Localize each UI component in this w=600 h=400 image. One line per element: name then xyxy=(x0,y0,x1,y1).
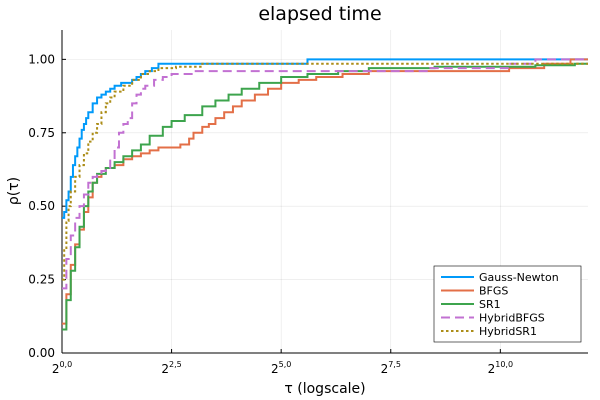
x-tick-label: 27,5 xyxy=(381,360,401,376)
series-line-gauss-newton xyxy=(62,58,588,219)
series-line-hybridsr1 xyxy=(62,62,588,281)
series-line-hybridbfgs xyxy=(62,58,588,290)
x-tick-label: 22,5 xyxy=(161,360,181,376)
y-tick-label: 0.25 xyxy=(28,273,55,287)
legend-label: BFGS xyxy=(479,285,508,298)
x-tick-exponent: 7,5 xyxy=(388,360,401,369)
axis-ticks: 20,0 22,5 25,0 27,5 210,00.000.250.500.751.0… xyxy=(28,52,513,376)
x-tick-base: 2 xyxy=(381,362,389,376)
x-tick-base: 2 xyxy=(52,362,60,376)
x-tick-exponent: 10,0 xyxy=(495,360,513,369)
x-tick-label: 210,0 xyxy=(488,360,513,376)
x-tick-base: 2 xyxy=(488,362,496,376)
y-axis-label: ρ(τ) xyxy=(6,177,22,205)
x-axis-label: τ (logscale) xyxy=(284,381,365,397)
x-tick-exponent: 2,5 xyxy=(169,360,182,369)
x-tick-exponent: 0,0 xyxy=(59,360,72,369)
y-tick-label: 1.00 xyxy=(28,52,55,66)
x-tick-exponent: 5,0 xyxy=(279,360,292,369)
x-tick-base: 2 xyxy=(161,362,169,376)
chart-title: elapsed time xyxy=(258,3,381,25)
y-tick-label: 0.50 xyxy=(28,199,55,213)
y-tick-label: 0.75 xyxy=(28,126,55,140)
series-line-sr1 xyxy=(62,62,588,331)
legend-label: HybridSR1 xyxy=(479,325,537,338)
x-tick-base: 2 xyxy=(271,362,279,376)
legend-label: HybridBFGS xyxy=(479,312,545,325)
legend-label: Gauss-Newton xyxy=(479,271,559,284)
x-tick-label: 20,0 xyxy=(52,360,72,376)
legend-label: SR1 xyxy=(479,298,501,311)
x-tick-label: 25,0 xyxy=(271,360,291,376)
y-tick-label: 0.00 xyxy=(28,346,55,360)
series-lines xyxy=(62,58,588,331)
